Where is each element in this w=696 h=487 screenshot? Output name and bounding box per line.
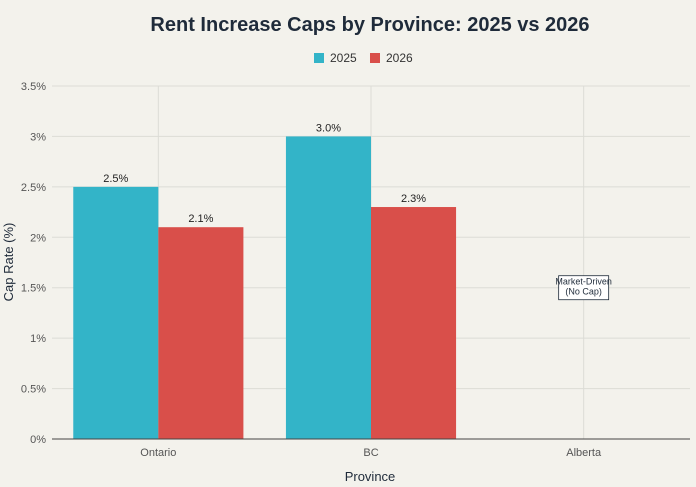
annotation-text: (No Cap) [565, 287, 602, 297]
y-tick-label: 2% [30, 232, 46, 244]
y-tick-label: 2.5% [21, 182, 46, 194]
data-label: 3.0% [316, 122, 341, 134]
legend: 2025 2026 [314, 51, 413, 65]
chart-title: Rent Increase Caps by Province: 2025 vs … [150, 14, 589, 36]
y-tick-label: 0.5% [21, 384, 46, 396]
y-tick-label: 3% [30, 131, 46, 143]
x-axis-ticks: Ontario BC Alberta [140, 447, 602, 459]
bar-2025-ontario [73, 186, 159, 439]
data-label: 2.5% [103, 173, 128, 185]
x-tick-label: BC [363, 447, 378, 459]
bar-2026-bc [371, 207, 457, 439]
y-tick-label: 1.5% [21, 283, 46, 295]
y-tick-label: 0% [30, 434, 46, 446]
bar-2026-ontario [158, 227, 244, 439]
annotation-text: Market-Driven [555, 277, 612, 287]
x-tick-label: Alberta [566, 447, 602, 459]
bars [73, 136, 457, 439]
x-tick-label: Ontario [140, 447, 176, 459]
y-axis-ticks: 0% 0.5% 1% 1.5% 2% 2.5% 3% 3.5% [21, 81, 46, 446]
legend-label-2025: 2025 [330, 51, 357, 65]
annotations: Market-Driven(No Cap) [555, 275, 612, 301]
y-tick-label: 1% [30, 333, 46, 345]
x-axis-title: Province [345, 469, 396, 484]
legend-label-2026: 2026 [386, 51, 413, 65]
legend-swatch-2025 [314, 53, 324, 63]
y-tick-label: 3.5% [21, 81, 46, 93]
data-label: 2.1% [188, 213, 213, 225]
data-label: 2.3% [401, 193, 426, 205]
annotation-alberta: Market-Driven(No Cap) [555, 275, 612, 301]
bar-2025-bc [285, 136, 371, 439]
legend-swatch-2026 [370, 53, 380, 63]
y-axis-title: Cap Rate (%) [1, 223, 16, 302]
data-labels: 2.5% 3.0% 2.1% 2.3% [103, 122, 426, 225]
annotation-box [558, 275, 610, 301]
